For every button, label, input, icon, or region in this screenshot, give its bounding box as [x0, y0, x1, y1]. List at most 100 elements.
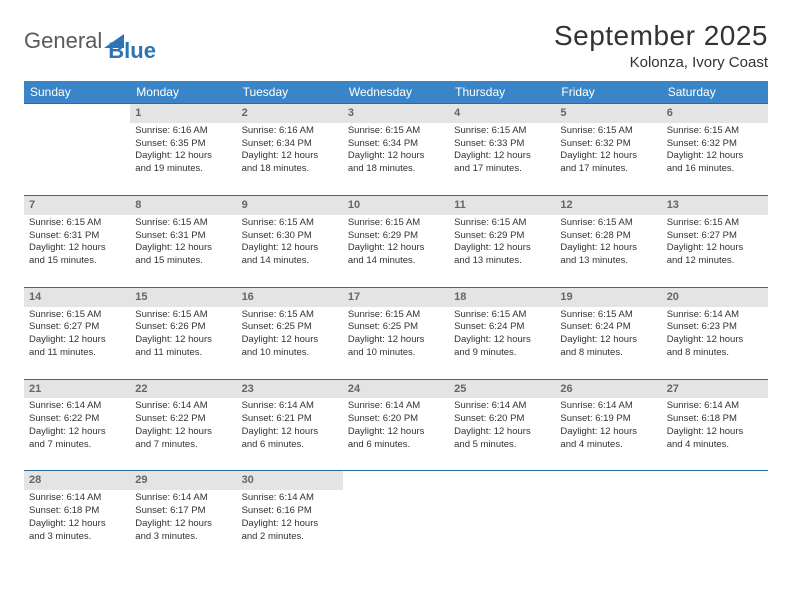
day-number-cell: .	[449, 471, 555, 490]
week-daynum-row: 282930....	[24, 471, 768, 490]
day-header: Tuesday	[237, 81, 343, 104]
day-number-cell: .	[343, 471, 449, 490]
day-cell: Sunrise: 6:15 AMSunset: 6:29 PMDaylight:…	[343, 215, 449, 288]
day-number-cell: 7	[24, 195, 130, 214]
sunrise-text: Sunrise: 6:15 AM	[454, 309, 550, 322]
day2-text: and 9 minutes.	[454, 347, 550, 360]
sunset-text: Sunset: 6:18 PM	[667, 413, 763, 426]
day-number-cell: 24	[343, 379, 449, 398]
day-number-cell: 2	[237, 104, 343, 123]
day2-text: and 14 minutes.	[348, 255, 444, 268]
day-cell: Sunrise: 6:14 AMSunset: 6:18 PMDaylight:…	[662, 398, 768, 471]
sunset-text: Sunset: 6:32 PM	[560, 138, 656, 151]
day-cell: Sunrise: 6:15 AMSunset: 6:31 PMDaylight:…	[130, 215, 236, 288]
sunrise-text: Sunrise: 6:14 AM	[29, 492, 125, 505]
day1-text: Daylight: 12 hours	[242, 242, 338, 255]
day-cell: Sunrise: 6:15 AMSunset: 6:24 PMDaylight:…	[449, 307, 555, 380]
day-number-cell: 12	[555, 195, 661, 214]
day-number: 6	[662, 104, 768, 123]
day-number-cell: 29	[130, 471, 236, 490]
day1-text: Daylight: 12 hours	[135, 242, 231, 255]
day-header: Wednesday	[343, 81, 449, 104]
day-number: 8	[130, 196, 236, 215]
day-number-cell: 21	[24, 379, 130, 398]
sunset-text: Sunset: 6:27 PM	[29, 321, 125, 334]
sunset-text: Sunset: 6:25 PM	[348, 321, 444, 334]
day2-text: and 6 minutes.	[242, 439, 338, 452]
day2-text: and 11 minutes.	[29, 347, 125, 360]
day-cell: Sunrise: 6:15 AMSunset: 6:31 PMDaylight:…	[24, 215, 130, 288]
day1-text: Daylight: 12 hours	[242, 518, 338, 531]
day-number-cell: 10	[343, 195, 449, 214]
day-number-cell: .	[662, 471, 768, 490]
day2-text: and 16 minutes.	[667, 163, 763, 176]
day-cell: Sunrise: 6:15 AMSunset: 6:32 PMDaylight:…	[662, 123, 768, 196]
location: Kolonza, Ivory Coast	[554, 54, 768, 71]
day-cell: Sunrise: 6:15 AMSunset: 6:32 PMDaylight:…	[555, 123, 661, 196]
sunrise-text: Sunrise: 6:15 AM	[348, 125, 444, 138]
day-number: 1	[130, 104, 236, 123]
week-content-row: Sunrise: 6:14 AMSunset: 6:18 PMDaylight:…	[24, 490, 768, 562]
day-header: Sunday	[24, 81, 130, 104]
sunrise-text: Sunrise: 6:15 AM	[242, 309, 338, 322]
sunset-text: Sunset: 6:17 PM	[135, 505, 231, 518]
day1-text: Daylight: 12 hours	[560, 426, 656, 439]
day2-text: and 4 minutes.	[667, 439, 763, 452]
sunset-text: Sunset: 6:35 PM	[135, 138, 231, 151]
day-cell: Sunrise: 6:15 AMSunset: 6:27 PMDaylight:…	[24, 307, 130, 380]
day-number: 30	[237, 471, 343, 490]
day-number-cell: 14	[24, 287, 130, 306]
day2-text: and 17 minutes.	[454, 163, 550, 176]
day1-text: Daylight: 12 hours	[135, 334, 231, 347]
day1-text: Daylight: 12 hours	[454, 334, 550, 347]
logo-text-blue: Blue	[108, 38, 156, 64]
day-header: Saturday	[662, 81, 768, 104]
day2-text: and 17 minutes.	[560, 163, 656, 176]
day2-text: and 4 minutes.	[560, 439, 656, 452]
sunset-text: Sunset: 6:19 PM	[560, 413, 656, 426]
sunrise-text: Sunrise: 6:14 AM	[560, 400, 656, 413]
day-cell: Sunrise: 6:15 AMSunset: 6:28 PMDaylight:…	[555, 215, 661, 288]
sunrise-text: Sunrise: 6:14 AM	[242, 492, 338, 505]
sunrise-text: Sunrise: 6:15 AM	[348, 217, 444, 230]
logo-text-general: General	[24, 28, 102, 54]
day-number-cell: 23	[237, 379, 343, 398]
sunset-text: Sunset: 6:28 PM	[560, 230, 656, 243]
sunset-text: Sunset: 6:22 PM	[29, 413, 125, 426]
day-number: 15	[130, 288, 236, 307]
day-cell: Sunrise: 6:16 AMSunset: 6:35 PMDaylight:…	[130, 123, 236, 196]
day-cell: Sunrise: 6:14 AMSunset: 6:18 PMDaylight:…	[24, 490, 130, 562]
day-header-row: Sunday Monday Tuesday Wednesday Thursday…	[24, 81, 768, 104]
day-number: 7	[24, 196, 130, 215]
day1-text: Daylight: 12 hours	[667, 150, 763, 163]
day-number-cell: 9	[237, 195, 343, 214]
sunset-text: Sunset: 6:22 PM	[135, 413, 231, 426]
day-number: 14	[24, 288, 130, 307]
day-cell: Sunrise: 6:14 AMSunset: 6:16 PMDaylight:…	[237, 490, 343, 562]
sunrise-text: Sunrise: 6:16 AM	[242, 125, 338, 138]
day1-text: Daylight: 12 hours	[242, 334, 338, 347]
day2-text: and 15 minutes.	[135, 255, 231, 268]
week-daynum-row: .123456	[24, 104, 768, 123]
day-number-cell: 16	[237, 287, 343, 306]
sunrise-text: Sunrise: 6:14 AM	[348, 400, 444, 413]
day1-text: Daylight: 12 hours	[348, 334, 444, 347]
day-cell: Sunrise: 6:15 AMSunset: 6:27 PMDaylight:…	[662, 215, 768, 288]
day-number-cell: 8	[130, 195, 236, 214]
day-number: 24	[343, 380, 449, 399]
day-number: 11	[449, 196, 555, 215]
day-cell	[449, 490, 555, 562]
sunset-text: Sunset: 6:29 PM	[348, 230, 444, 243]
day-number-cell: 25	[449, 379, 555, 398]
day2-text: and 7 minutes.	[29, 439, 125, 452]
day2-text: and 5 minutes.	[454, 439, 550, 452]
day-number-cell: 13	[662, 195, 768, 214]
day-number-cell: 19	[555, 287, 661, 306]
day-cell: Sunrise: 6:14 AMSunset: 6:22 PMDaylight:…	[24, 398, 130, 471]
day-number: 26	[555, 380, 661, 399]
month-title: September 2025	[554, 20, 768, 52]
day1-text: Daylight: 12 hours	[29, 242, 125, 255]
sunrise-text: Sunrise: 6:14 AM	[454, 400, 550, 413]
day-number-cell: 28	[24, 471, 130, 490]
day1-text: Daylight: 12 hours	[667, 242, 763, 255]
